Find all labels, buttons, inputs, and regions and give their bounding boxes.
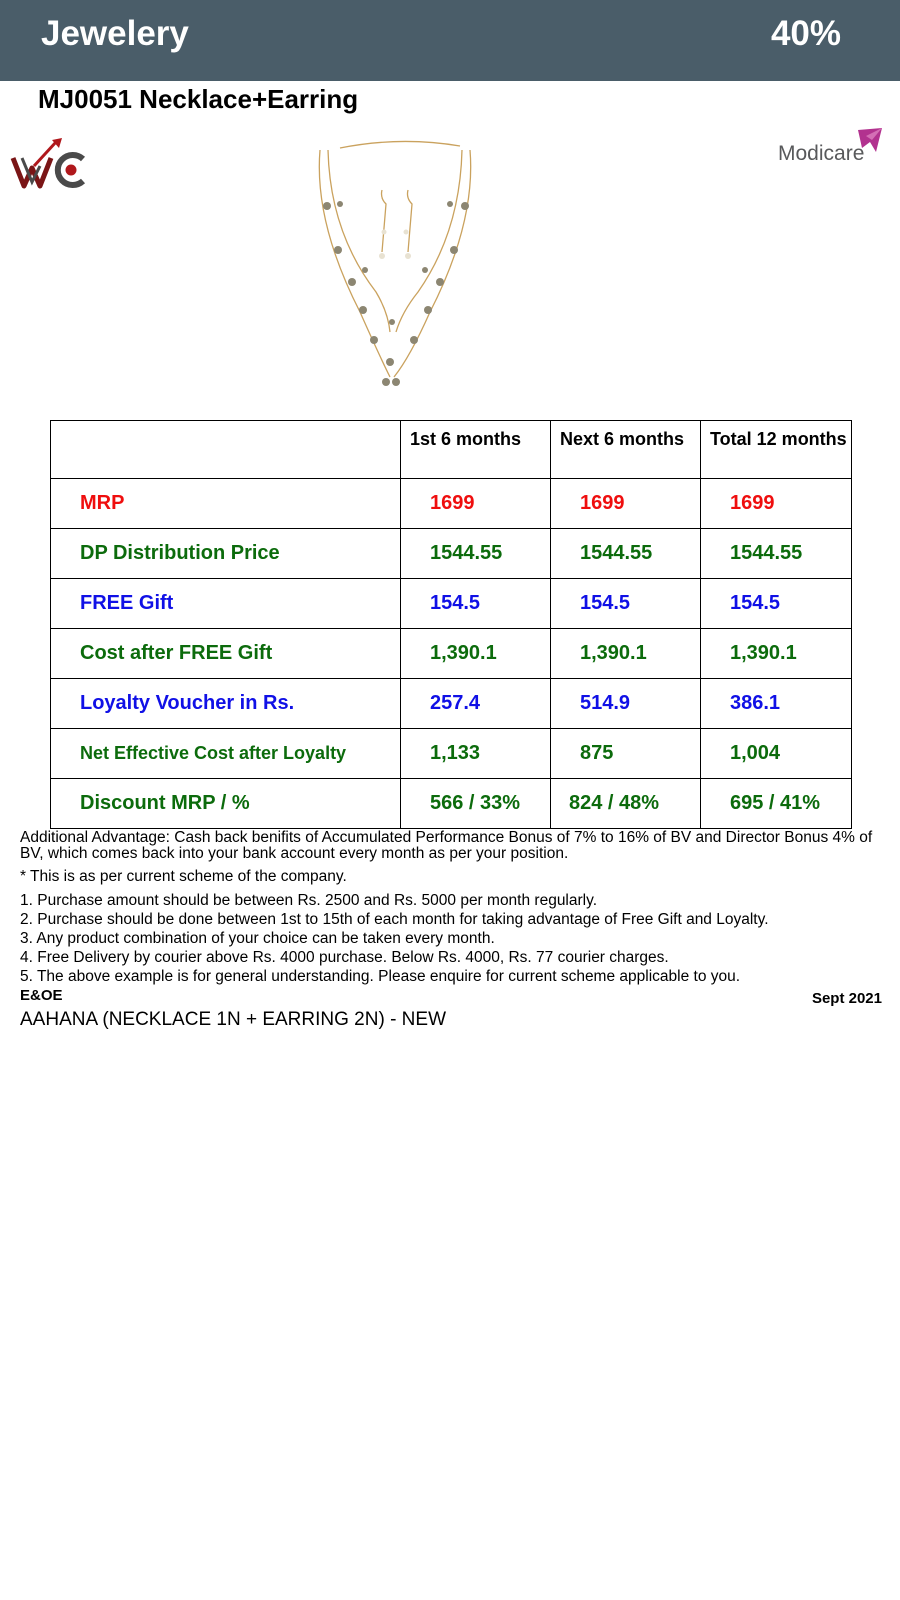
row-free-gift: FREE Gift 154.5 154.5 154.5 [50,578,852,629]
cell-total-12: 1,390.1 [700,628,852,679]
table-header-row: 1st 6 months Next 6 months Total 12 mont… [50,420,852,479]
cell-first-6: 1544.55 [400,528,551,579]
row-mrp: MRP 1699 1699 1699 [50,478,852,529]
additional-advantage-text: Additional Advantage: Cash back benifits… [20,829,873,862]
cell-first-6: 1,390.1 [400,628,551,679]
cell-first-6: 1699 [400,478,551,529]
necklace-earring-image [310,132,490,402]
cell-first-6: 1,133 [400,728,551,779]
product-title: MJ0051 Necklace+Earring [38,84,359,114]
scheme-disclaimer: * This is as per current scheme of the c… [20,868,347,885]
cell-first-6: 154.5 [400,578,551,629]
cell-total-12: 154.5 [700,578,852,629]
eoe-label: E&OE [20,987,63,1004]
cell-next-6: 1699 [550,478,701,529]
row-label: Loyalty Voucher in Rs. [50,678,401,729]
cell-next-6: 875 [550,728,701,779]
row-dp-price: DP Distribution Price 1544.55 1544.55 15… [50,528,852,579]
row-label: MRP [50,478,401,529]
cell-next-6: 514.9 [550,678,701,729]
cell-first-6: 566 / 33% [400,778,551,829]
row-cost-after-gift: Cost after FREE Gift 1,390.1 1,390.1 1,3… [50,628,852,679]
modicare-logo-text: Modicare [778,142,865,165]
row-loyalty-voucher: Loyalty Voucher in Rs. 257.4 514.9 386.1 [50,678,852,729]
cell-first-6: 257.4 [400,678,551,729]
discount-percent: 40% [770,14,841,53]
row-label: Net Effective Cost after Loyalty [50,728,401,779]
row-net-effective-cost: Net Effective Cost after Loyalty 1,133 8… [50,728,852,779]
row-label: Cost after FREE Gift [50,628,401,679]
list-item: 5. The above example is for general unde… [20,968,741,985]
table-header-blank [50,420,401,479]
scheme-notes: Additional Advantage: Cash back benifits… [20,830,890,986]
category-header: Jewelery 40% [0,0,900,81]
column-next-6-months: Next 6 months [550,420,701,479]
row-label: Discount MRP / % [50,778,401,829]
cell-next-6: 154.5 [550,578,701,629]
list-item: 3. Any product combination of your choic… [20,930,495,947]
row-label: FREE Gift [50,578,401,629]
modicare-logo: Modicare [778,128,883,170]
cell-total-12: 1544.55 [700,528,852,579]
pricing-table: 1st 6 months Next 6 months Total 12 mont… [50,420,852,829]
list-item: 4. Free Delivery by courier above Rs. 40… [20,949,669,966]
list-item: 1. Purchase amount should be between Rs.… [20,892,598,909]
cell-next-6: 1,390.1 [550,628,701,679]
cell-total-12: 386.1 [700,678,852,729]
list-item: 2. Purchase should be done between 1st t… [20,911,769,928]
row-discount-mrp: Discount MRP / % 566 / 33% 824 / 48% 695… [50,778,852,829]
cell-total-12: 695 / 41% [700,778,852,829]
cell-total-12: 1699 [700,478,852,529]
column-total-12-months: Total 12 months [700,420,852,479]
row-label: DP Distribution Price [50,528,401,579]
cell-total-12: 1,004 [700,728,852,779]
cell-next-6: 1544.55 [550,528,701,579]
wc-logo [10,136,90,192]
category-title: Jewelery [41,14,189,53]
date-label: Sept 2021 [811,990,882,1007]
cell-next-6: 824 / 48% [550,778,701,829]
product-full-name: AAHANA (NECKLACE 1N + EARRING 2N) - NEW [20,1009,447,1030]
column-first-6-months: 1st 6 months [400,420,551,479]
